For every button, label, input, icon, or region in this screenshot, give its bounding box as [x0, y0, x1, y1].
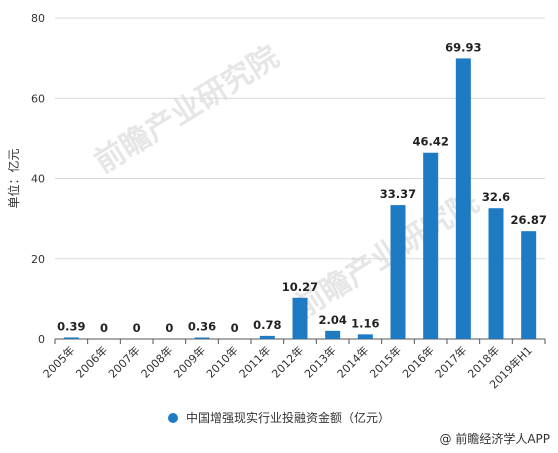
bar: [260, 336, 275, 339]
bar: [325, 331, 340, 339]
x-tick-label: 2005年: [40, 343, 77, 380]
x-tick-label: 2011年: [236, 343, 273, 380]
legend: 中国增强现实行业投融资金额（亿元）: [168, 409, 390, 426]
x-tick-label: 2016年: [399, 343, 436, 380]
data-label: 69.93: [445, 40, 481, 54]
legend-marker: [168, 413, 178, 423]
y-tick-label: 40: [31, 173, 45, 186]
y-tick-label: 0: [38, 333, 45, 346]
x-tick-label: 2015年: [367, 343, 404, 380]
data-label: 32.6: [482, 190, 510, 204]
data-label: 26.87: [510, 213, 546, 227]
legend-label: 中国增强现实行业投融资金额（亿元）: [186, 409, 390, 426]
x-tick-label: 2014年: [334, 343, 371, 380]
bar: [391, 205, 406, 339]
data-label: 0: [231, 321, 239, 335]
bar: [521, 231, 536, 339]
data-label: 0.39: [57, 319, 85, 333]
y-tick-label: 80: [31, 12, 45, 25]
x-tick-label: 2010年: [203, 343, 240, 380]
x-tick-label: 2013年: [301, 343, 338, 380]
x-tick-label: 2007年: [105, 343, 142, 380]
x-tick-label: 2017年: [432, 343, 469, 380]
bar: [489, 208, 504, 339]
y-tick-label: 20: [31, 253, 45, 266]
data-label: 2.04: [318, 313, 346, 327]
x-tick-label: 2009年: [171, 343, 208, 380]
bar: [293, 298, 308, 339]
bar: [358, 334, 373, 339]
bar: [423, 153, 438, 339]
bar: [64, 337, 79, 339]
bar: [195, 338, 210, 340]
y-axis-label: 单位：亿元: [6, 148, 21, 208]
x-tick-label: 2006年: [73, 343, 110, 380]
data-label: 33.37: [380, 187, 416, 201]
x-tick-label: 2012年: [269, 343, 306, 380]
data-label: 0: [133, 321, 141, 335]
data-label: 46.42: [412, 135, 448, 149]
x-tick-label: 2008年: [138, 343, 175, 380]
data-label: 0: [165, 321, 173, 335]
data-label: 0.36: [188, 320, 216, 334]
y-tick-label: 60: [31, 92, 45, 105]
bar: [456, 58, 471, 339]
source-credit: @ 前瞻经济学人APP: [440, 430, 551, 447]
data-label: 10.27: [282, 280, 318, 294]
data-label: 0.78: [253, 318, 281, 332]
data-label: 0: [100, 321, 108, 335]
data-label: 1.16: [351, 316, 379, 330]
